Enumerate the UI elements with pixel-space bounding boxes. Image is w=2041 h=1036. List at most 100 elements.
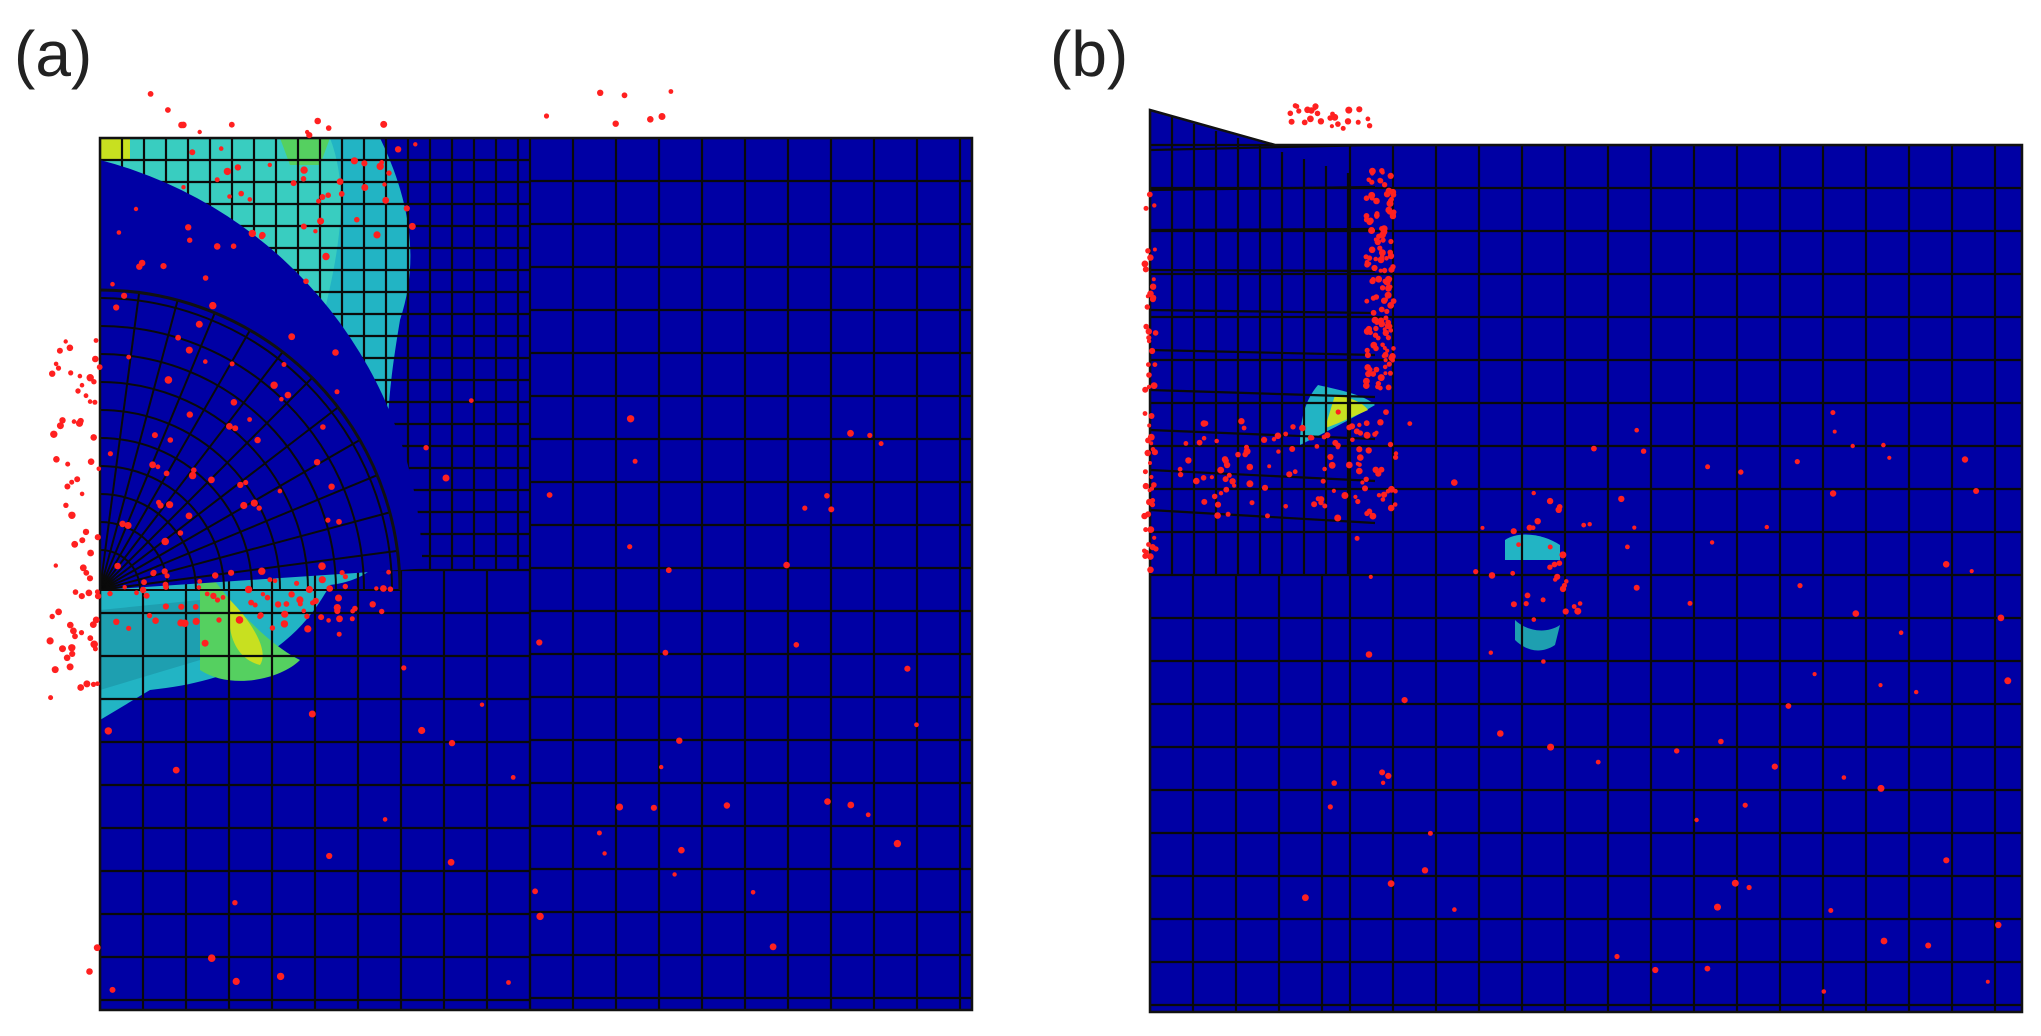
particle bbox=[1531, 490, 1536, 496]
particle bbox=[1914, 689, 1919, 695]
particle bbox=[162, 603, 169, 610]
particle bbox=[1368, 574, 1373, 580]
particle bbox=[264, 594, 271, 601]
particle bbox=[1640, 448, 1647, 454]
particle bbox=[1340, 125, 1346, 131]
particle bbox=[94, 534, 101, 541]
particle bbox=[232, 977, 240, 986]
particle bbox=[442, 474, 450, 482]
particle bbox=[218, 146, 224, 151]
particle bbox=[133, 206, 139, 212]
particle bbox=[1147, 566, 1154, 574]
particle bbox=[1969, 569, 1974, 574]
particle bbox=[223, 167, 232, 176]
particle bbox=[260, 592, 266, 597]
particle bbox=[1812, 672, 1817, 677]
panel-a-circular-inclusion bbox=[100, 160, 423, 591]
particle bbox=[59, 645, 66, 653]
particle bbox=[1366, 218, 1373, 226]
particle bbox=[326, 585, 334, 592]
particle bbox=[1355, 461, 1360, 466]
particle bbox=[1365, 651, 1373, 658]
particle bbox=[320, 424, 326, 430]
particle bbox=[1391, 209, 1397, 215]
particle bbox=[147, 91, 154, 97]
particle bbox=[1368, 227, 1376, 234]
particle bbox=[1151, 277, 1156, 282]
particle bbox=[113, 304, 120, 311]
particle bbox=[1365, 370, 1372, 378]
particle bbox=[301, 608, 307, 614]
particle bbox=[197, 129, 202, 135]
particle bbox=[1390, 191, 1397, 198]
particle bbox=[1375, 275, 1383, 283]
grid-line bbox=[1150, 227, 1376, 232]
inclusion-spoke bbox=[100, 549, 398, 591]
particle bbox=[1327, 115, 1333, 121]
particle bbox=[1383, 409, 1389, 415]
particle bbox=[1577, 601, 1583, 606]
particle bbox=[113, 618, 120, 625]
particle bbox=[1185, 457, 1192, 464]
particle bbox=[69, 650, 76, 658]
particle bbox=[1564, 579, 1569, 584]
particle bbox=[374, 586, 379, 591]
particle bbox=[1452, 907, 1457, 912]
particle bbox=[1363, 382, 1370, 390]
particle bbox=[1377, 419, 1384, 426]
particle bbox=[1473, 569, 1479, 575]
particle bbox=[151, 432, 158, 439]
particle bbox=[1451, 479, 1458, 486]
particle bbox=[447, 858, 455, 866]
particle bbox=[121, 292, 128, 299]
particle bbox=[1200, 475, 1207, 481]
particle bbox=[1331, 780, 1337, 786]
particle bbox=[163, 470, 170, 477]
particle bbox=[77, 684, 85, 691]
particle bbox=[1374, 211, 1380, 217]
particle bbox=[662, 649, 669, 656]
particle bbox=[1379, 285, 1386, 291]
particle bbox=[59, 417, 66, 424]
particle bbox=[1311, 501, 1318, 508]
particle bbox=[124, 522, 132, 529]
particle bbox=[1556, 504, 1563, 510]
particle bbox=[1267, 464, 1272, 469]
particle bbox=[252, 602, 258, 608]
particle bbox=[313, 459, 321, 466]
grid-line bbox=[1150, 428, 1376, 441]
particle bbox=[1574, 607, 1582, 615]
particle bbox=[334, 607, 341, 615]
grid-line bbox=[1150, 348, 1376, 357]
particle bbox=[1731, 879, 1739, 887]
particle bbox=[339, 570, 345, 576]
particle bbox=[247, 197, 253, 202]
particle bbox=[283, 601, 290, 607]
particle bbox=[401, 665, 407, 671]
particle bbox=[94, 592, 102, 600]
particle bbox=[214, 597, 221, 603]
particle bbox=[92, 646, 98, 652]
particle bbox=[213, 243, 221, 250]
particle bbox=[92, 355, 99, 363]
particle bbox=[82, 528, 90, 536]
particle bbox=[243, 479, 249, 486]
particle bbox=[1149, 474, 1154, 480]
particle bbox=[1363, 431, 1371, 439]
particle bbox=[596, 830, 602, 836]
particle bbox=[1363, 213, 1370, 219]
particle bbox=[75, 388, 81, 394]
particle bbox=[1363, 420, 1370, 427]
particle bbox=[1370, 277, 1376, 282]
particle bbox=[1373, 294, 1380, 300]
particle bbox=[1362, 485, 1368, 492]
particle bbox=[107, 451, 113, 457]
particle bbox=[1764, 524, 1770, 530]
particle bbox=[338, 191, 345, 197]
particle bbox=[1595, 759, 1601, 765]
particle bbox=[1381, 491, 1388, 498]
inclusion-spoke bbox=[100, 474, 378, 591]
particle bbox=[1382, 346, 1387, 350]
particle bbox=[1150, 498, 1156, 503]
particle bbox=[1614, 953, 1620, 960]
